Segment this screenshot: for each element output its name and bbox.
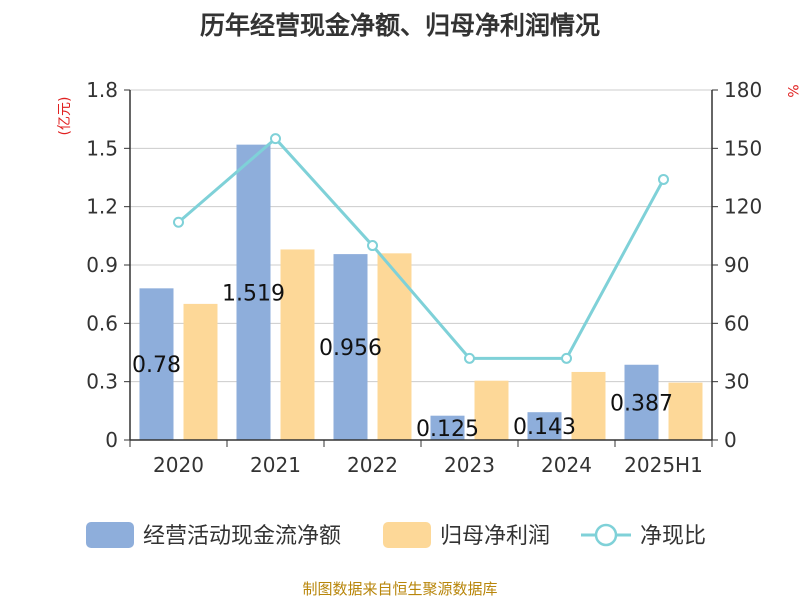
source-footer: 制图数据来自恒生聚源数据库 — [302, 580, 498, 598]
bar-operating-cashflow — [333, 254, 368, 440]
bar-net-profit — [280, 249, 315, 440]
x-tick-label: 2022 — [347, 453, 398, 477]
x-tick-label: 2025H1 — [624, 453, 703, 477]
legend-label-cashflow: 经营活动现金流净额 — [143, 524, 341, 549]
bar-operating-cashflow — [527, 412, 562, 440]
legend-label-cash-ratio: 净现比 — [640, 524, 706, 549]
legend-marker-cash-ratio — [594, 523, 618, 547]
bar-net-profit — [183, 303, 218, 440]
legend-swatch-cashflow — [86, 522, 134, 548]
y-left-tick-label: 1.2 — [86, 195, 118, 219]
line-point — [270, 133, 281, 145]
bar-net-profit — [571, 371, 606, 440]
y-left-unit: (亿元) — [57, 97, 73, 136]
y-right-tick-label: 90 — [724, 253, 749, 277]
bar-data-label: 0.78 — [132, 353, 181, 378]
line-point — [173, 216, 184, 228]
line-cash-ratio — [177, 136, 665, 360]
x-tick-label: 2021 — [250, 453, 301, 477]
bar-operating-cashflow — [624, 364, 659, 440]
bar-net-profit — [377, 253, 412, 440]
line-point — [367, 240, 378, 252]
bar-data-label: 0.143 — [513, 415, 576, 440]
y-right-tick-label: 60 — [724, 311, 749, 335]
y-right-tick-label: 120 — [724, 195, 762, 219]
y-left-tick-label: 1.5 — [86, 136, 118, 160]
bar-data-label: 0.125 — [416, 417, 479, 442]
bar-operating-cashflow — [430, 415, 465, 440]
bar-data-label: 0.956 — [319, 336, 382, 361]
line-point — [464, 352, 475, 364]
legend-swatch-net-profit — [383, 522, 431, 548]
bar-data-label: 0.387 — [610, 391, 673, 416]
chart-title: 历年经营现金净额、归母净利润情况 — [199, 11, 600, 40]
y-left-tick-label: 0 — [105, 428, 118, 452]
bar-net-profit — [668, 382, 703, 440]
y-right-tick-label: 180 — [724, 78, 762, 102]
bar-operating-cashflow — [236, 144, 271, 440]
y-left-tick-label: 0.6 — [86, 311, 118, 335]
y-left-tick-label: 0.3 — [86, 370, 118, 394]
x-tick-label: 2020 — [153, 453, 204, 477]
bar-data-label: 1.519 — [222, 281, 285, 306]
bar-net-profit — [474, 380, 509, 440]
x-tick-label: 2024 — [541, 453, 592, 477]
bar-operating-cashflow — [139, 288, 174, 440]
line-point — [658, 173, 669, 185]
y-left-tick-label: 0.9 — [86, 253, 118, 277]
y-left-tick-label: 1.8 — [86, 78, 118, 102]
x-tick-label: 2023 — [444, 453, 495, 477]
legend-label-net-profit: 归母净利润 — [440, 524, 550, 549]
y-right-unit: % — [784, 84, 800, 97]
line-point — [561, 352, 572, 364]
y-right-tick-label: 30 — [724, 370, 749, 394]
y-right-tick-label: 150 — [724, 136, 762, 160]
y-right-tick-label: 0 — [724, 428, 737, 452]
